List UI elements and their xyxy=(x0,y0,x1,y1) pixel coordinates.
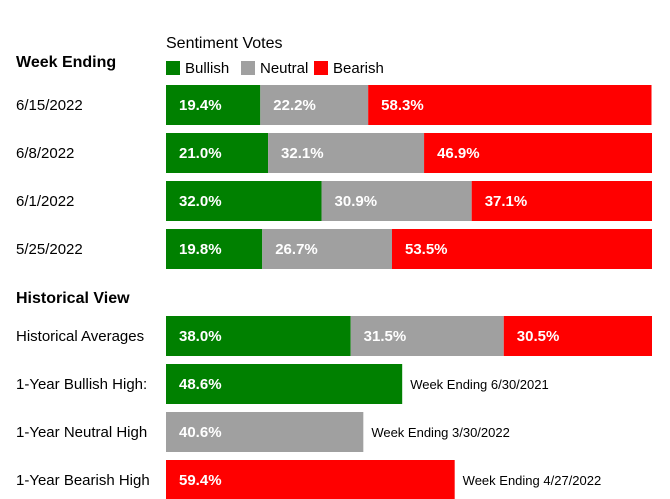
bar-bullish xyxy=(166,85,261,125)
bar-bearish xyxy=(503,316,652,356)
value-label-neutral: 31.5% xyxy=(364,328,407,345)
weekly-bars: 6/15/2022 19.4% 22.2% 58.3% 6/8/2022 21.0% 32.… xyxy=(16,85,652,269)
legend-swatch-bullish xyxy=(166,61,180,75)
value-label-bearish: 53.5% xyxy=(405,241,448,258)
week-ending-header: Week Ending xyxy=(16,54,116,71)
historical-bars: Historical Averages 38.0% 31.5% 30.5% 1-Year… xyxy=(16,316,652,499)
legend-label-neutral: Neutral xyxy=(260,60,308,77)
week-ending-note: Week Ending 6/30/2021 xyxy=(410,377,549,392)
value-label-bullish: 19.4% xyxy=(179,97,222,114)
bar-bearish xyxy=(391,229,652,269)
value-label-neutral: 32.1% xyxy=(281,145,324,162)
value-label-bullish-high: 48.6% xyxy=(179,376,222,393)
value-label-bearish: 37.1% xyxy=(485,193,528,210)
value-label-bullish: 38.0% xyxy=(179,328,222,345)
value-label-bullish: 21.0% xyxy=(179,145,222,162)
bar-neutral xyxy=(268,133,425,173)
value-label-neutral: 30.9% xyxy=(335,193,378,210)
bar-bullish xyxy=(166,133,269,173)
week-label: 6/15/2022 xyxy=(16,97,83,114)
legend-title: Sentiment Votes xyxy=(166,35,283,52)
bar-bearish xyxy=(424,133,652,173)
legend: Bullish Neutral Bearish xyxy=(166,60,384,77)
bar-bullish xyxy=(166,316,351,356)
value-label-bearish: 46.9% xyxy=(437,145,480,162)
legend-label-bullish: Bullish xyxy=(185,60,229,77)
bar-bullish-high xyxy=(166,364,403,404)
week-label: 5/25/2022 xyxy=(16,241,83,258)
value-label-bearish: 58.3% xyxy=(381,97,424,114)
legend-label-bearish: Bearish xyxy=(333,60,384,77)
legend-swatch-bearish xyxy=(314,61,328,75)
value-label-neutral-high: 40.6% xyxy=(179,424,222,441)
value-label-bearish-high: 59.4% xyxy=(179,472,222,489)
historical-label: 1-Year Neutral High xyxy=(16,424,147,441)
value-label-bullish: 19.8% xyxy=(179,241,222,258)
bar-neutral-high xyxy=(166,412,364,452)
bar-bearish xyxy=(368,85,652,125)
bar-bullish xyxy=(166,229,263,269)
value-label-bearish: 30.5% xyxy=(517,328,560,345)
historical-label: 1-Year Bearish High xyxy=(16,472,150,489)
historical-label: Historical Averages xyxy=(16,328,144,345)
week-ending-note: Week Ending 4/27/2022 xyxy=(463,473,602,488)
bar-neutral xyxy=(262,229,392,269)
bar-neutral xyxy=(350,316,504,356)
value-label-neutral: 22.2% xyxy=(273,97,316,114)
week-ending-note: Week Ending 3/30/2022 xyxy=(371,425,510,440)
week-label: 6/8/2022 xyxy=(16,145,74,162)
week-label: 6/1/2022 xyxy=(16,193,74,210)
historical-label: 1-Year Bullish High: xyxy=(16,376,147,393)
historical-view-header: Historical View xyxy=(16,290,130,307)
legend-swatch-neutral xyxy=(241,61,255,75)
bar-neutral xyxy=(321,181,472,221)
bar-bullish xyxy=(166,181,322,221)
bar-bearish xyxy=(471,181,652,221)
bar-bearish-high xyxy=(166,460,455,499)
value-label-bullish: 32.0% xyxy=(179,193,222,210)
value-label-neutral: 26.7% xyxy=(275,241,318,258)
bar-neutral xyxy=(260,85,369,125)
